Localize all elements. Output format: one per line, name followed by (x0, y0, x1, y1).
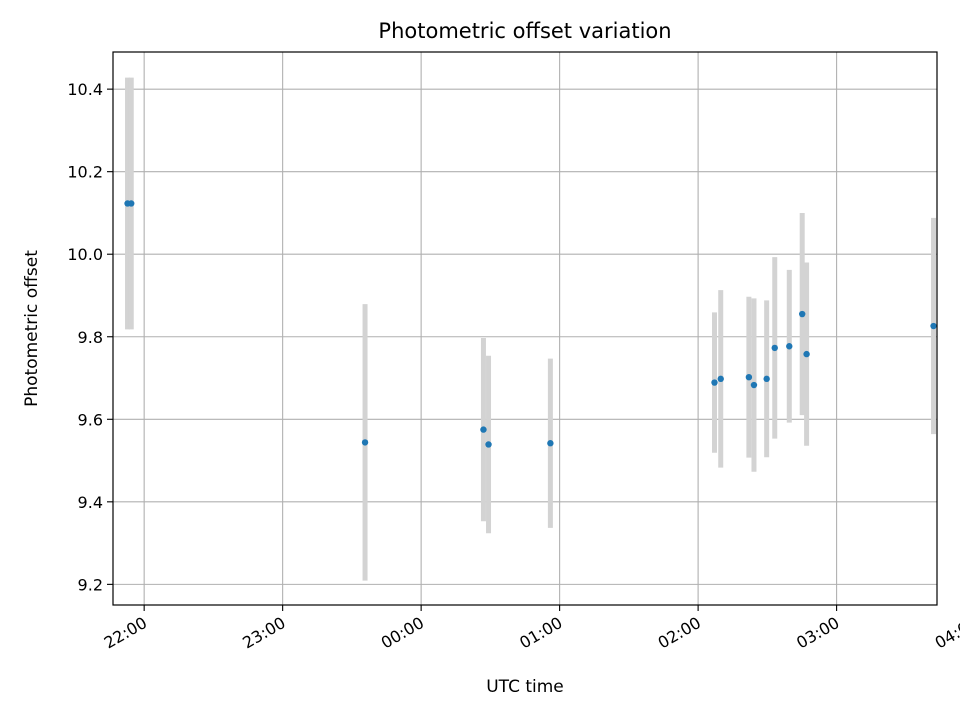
y-tick-label: 9.4 (78, 493, 103, 512)
data-point (717, 375, 724, 383)
y-tick-label: 9.2 (78, 575, 103, 594)
data-point (799, 310, 806, 318)
data-point (745, 373, 753, 381)
plot-frame (112, 51, 938, 606)
data-point (763, 375, 770, 383)
x-tick-label: 01:00 (516, 613, 565, 653)
data-point (771, 344, 778, 352)
data-points (124, 200, 937, 448)
y-tick-label: 9.6 (78, 410, 103, 429)
x-tick-label: 22:00 (101, 613, 150, 653)
data-point (547, 440, 554, 447)
error-bars (125, 77, 937, 581)
x-tick-label: 02:00 (655, 613, 704, 653)
data-point (128, 200, 135, 207)
x-tick-label: 04:00 (932, 613, 960, 653)
data-point (803, 350, 810, 358)
y-axis-label: Photometric offset (22, 250, 42, 407)
x-axis-label: UTC time (486, 677, 564, 697)
y-tick-label: 10.4 (67, 80, 103, 99)
data-point (711, 379, 718, 386)
x-tick-label: 03:00 (793, 613, 842, 653)
data-point (485, 441, 492, 448)
data-point (750, 381, 758, 389)
x-tick-label: 23:00 (239, 613, 288, 653)
data-point (786, 343, 793, 350)
y-tick-label: 10.2 (67, 163, 103, 182)
data-point (361, 439, 369, 446)
x-axis-ticks: 22:00 23:00 00:00 01:00 02:00 03:00 04:00 (101, 605, 960, 653)
y-axis-ticks: 9.2 9.4 9.6 9.8 10.0 10.2 10.4 (67, 80, 113, 594)
data-point (480, 426, 487, 433)
grid (113, 52, 937, 605)
chart-title: Photometric offset variation (378, 19, 671, 43)
y-tick-label: 9.8 (78, 328, 103, 347)
x-tick-label: 00:00 (378, 613, 427, 653)
y-tick-label: 10.0 (67, 245, 103, 264)
data-point (930, 322, 937, 330)
